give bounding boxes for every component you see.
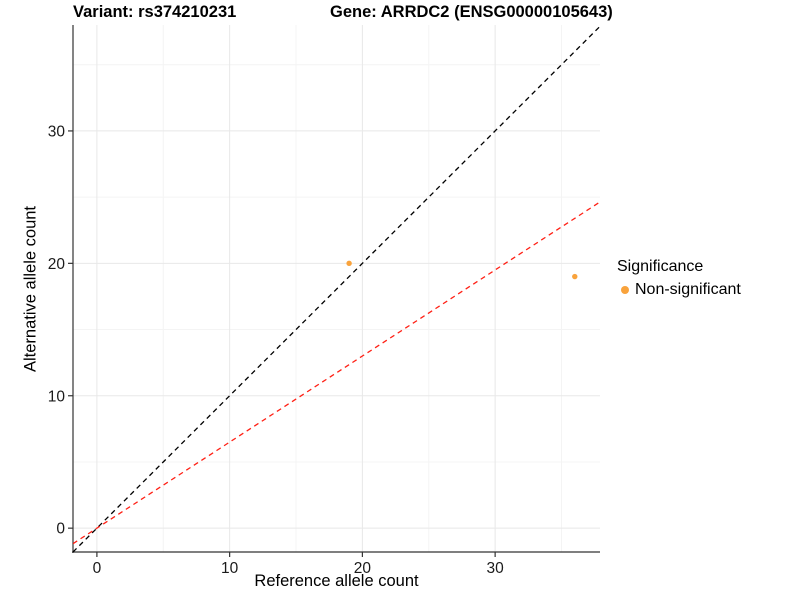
y-tick-label: 0	[56, 521, 65, 538]
gene-title: Gene: ARRDC2 (ENSG00000105643)	[330, 3, 613, 21]
x-tick-label: 20	[354, 560, 372, 577]
x-tick-label: 30	[487, 560, 505, 577]
legend-item: Non-significant	[617, 281, 741, 299]
y-axis-title: Alternative allele count	[21, 205, 40, 373]
legend-title: Significance	[617, 258, 704, 275]
expected-ratio-line	[73, 201, 600, 545]
x-tick-label: 0	[93, 560, 102, 577]
reference-lines	[73, 25, 600, 552]
y-tick-label: 10	[48, 388, 66, 405]
legend-point-icon	[621, 286, 629, 294]
x-tick-label: 10	[221, 560, 239, 577]
y-tick-label: 20	[48, 256, 66, 273]
y-tick-label: 30	[48, 123, 66, 140]
variant-title: Variant: rs374210231	[73, 3, 237, 21]
identity-line	[73, 25, 600, 552]
data-point	[346, 260, 352, 267]
legend-item-label: Non-significant	[635, 281, 741, 298]
legend: Significance Non-significant	[617, 258, 741, 299]
data-point	[572, 273, 578, 280]
x-axis-title: Reference allele count	[254, 572, 419, 590]
